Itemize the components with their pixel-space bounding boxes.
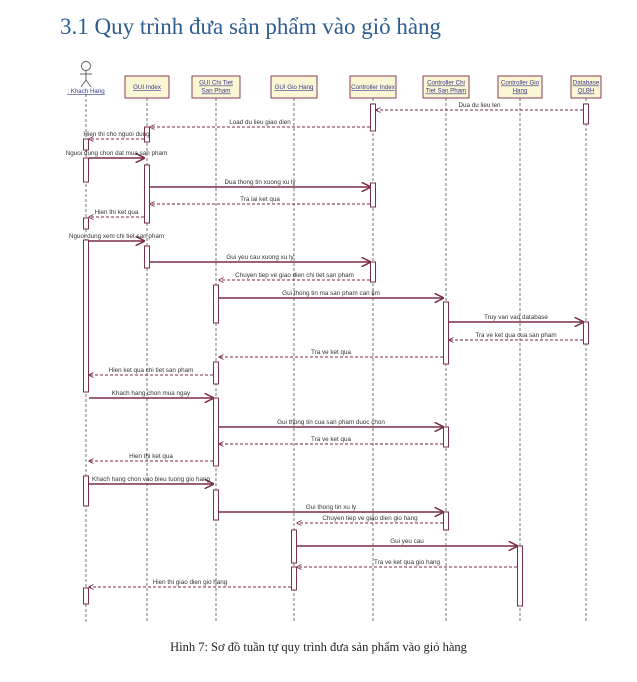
participant-label: QLBH [578,88,595,95]
message-label: Hien thi cho nguoi dung [83,131,150,138]
figure-caption: Hình 7: Sơ đồ tuần tự quy trình đưa sản … [170,640,467,654]
participant-label: Controller Index [351,84,396,91]
participant-label: San Pham [202,88,231,95]
participant-label: : Khach Hang [67,88,105,95]
message-label: Gui thong tin xu ly [306,504,357,511]
message-label: Nguoi dung chon dat mua san pham [66,150,168,157]
message-label: Truy van vao database [484,314,548,321]
message-label: Nguoi dung xem chi tiet san pham [69,233,164,240]
activation-bar-cg [517,545,523,607]
message-label: Tra ve ket qua cua san pham [475,332,556,339]
activation-bar-gc [213,489,219,521]
message-label: Gui yeu cau xuong xu ly [226,254,294,261]
message-label: Hien thi ket qua [95,209,139,216]
activation-bar-gc [213,284,219,324]
lifelines [85,94,587,622]
participant-label: Controller Gio [501,80,540,87]
message-label: Khach hang chon vao bieu tuong gio hang [92,476,210,483]
activation-bar-gc [213,361,219,385]
message-label: Hien ket qua chi tiet san pham [109,367,194,374]
message-label: Chuyen tiep ve giao dien gio hang [322,515,418,522]
participant-label: GUI Chi Tiet [199,80,233,87]
activation-bars [83,103,589,607]
message-label: Tra ve ket qua [311,349,352,356]
activation-bar-db [583,321,589,345]
message-label: Tra lai ket qua [240,196,280,203]
message-label: Load du lieu giao dien [229,119,291,126]
activation-bar-cc [443,511,449,531]
activation-bar-cc [443,426,449,448]
message-label: Hien thi giao dien gio hang [153,579,228,586]
activation-bar-kh [83,475,89,507]
actor-icon [80,61,92,88]
participant-box-cc [422,75,470,99]
participant-label: Tiet San Pham [426,88,467,95]
messages: Dua du lieu len Load du lieu giao dien Hie… [66,102,583,587]
activation-bar-cc [443,301,449,365]
activation-bar-gi [144,126,150,143]
activation-bar-gg [291,529,297,564]
message-label: Dua du lieu len [458,102,501,109]
participant-box-cg [497,75,543,99]
activation-bar-gg [291,566,297,591]
participant-box-ci [349,75,397,99]
activation-bar-ci [370,261,376,283]
participant-label: GUI Gio Hang [275,84,314,91]
message-label: Gui thong tin cua san pham duoc chon [277,419,385,426]
participant-box-gi [124,75,170,99]
message-label: Tra ve ket qua [311,436,352,443]
activation-bar-kh [83,138,89,151]
message-label: Khach hang chon mua ngay [112,390,191,397]
participant-label: Database [573,80,600,87]
message-label: Chuyen tiep ve giao dien chi tiet san ph… [235,272,354,279]
activation-bar-kh [83,157,89,183]
participant-label: GUI Index [133,84,162,91]
activation-bar-gi [144,164,150,224]
participant-label: Controller Chi [427,80,465,87]
activation-bar-kh [83,587,89,605]
activation-bar-gi [144,245,150,269]
message-label: Gui yeu cau [390,538,424,545]
activation-bar-kh [83,217,89,230]
activation-bar-ci [370,182,376,208]
activation-bar-ci [370,103,376,132]
activation-bar-kh [83,239,89,393]
message-label: Hien thi ket qua [129,453,173,460]
activation-bar-gc [213,397,219,467]
message-label: Tra ve ket qua gio hang [374,559,440,566]
participant-box-db [570,75,602,99]
participant-box-gg [270,75,318,99]
activation-bar-db [583,103,589,125]
page-title: 3.1 Quy trình đưa sản phẩm vào giỏ hàng [60,14,442,39]
message-label: Dua thong tin xuong xu ly [224,179,296,186]
participant-label: Hang [513,88,528,95]
participant-box-gc [191,75,241,99]
message-label: Gui thong tin ma san pham can tim [282,290,380,297]
